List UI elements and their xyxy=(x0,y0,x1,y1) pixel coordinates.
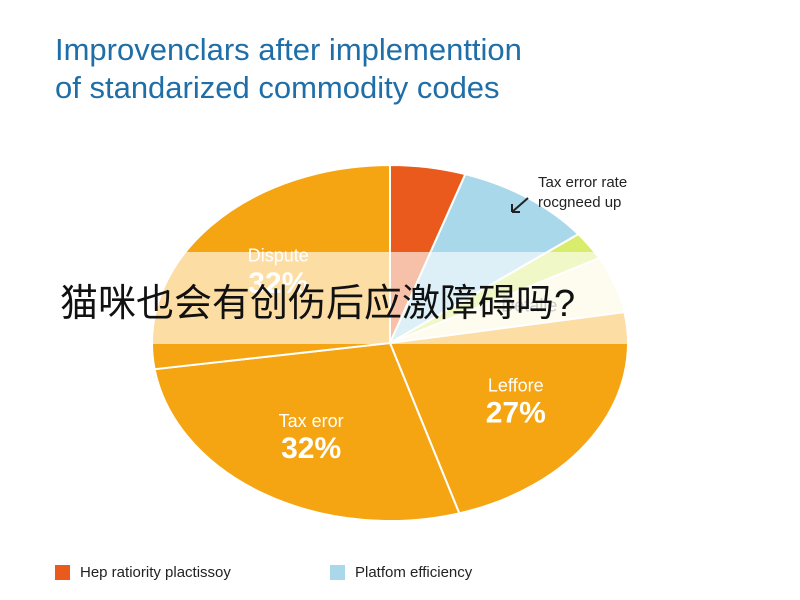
annotation: rocgneed up xyxy=(538,194,621,211)
legend-label: Hep ratiority plactissoy xyxy=(80,564,231,581)
slice-value-label: 32% xyxy=(281,432,341,465)
legend-swatch xyxy=(55,565,70,580)
overlay-text: 猫咪也会有创伤后应激障碍吗? xyxy=(60,283,575,325)
pie-slice xyxy=(153,341,461,522)
legend: Hep ratiority plactissoy Platfom efficien… xyxy=(55,564,473,581)
annotation: Tax error rate xyxy=(538,174,627,191)
slice-label: Tax eror xyxy=(279,411,344,431)
legend-swatch xyxy=(330,565,345,580)
chart-title: of standarized commodity codes xyxy=(55,70,500,105)
slice-label: Leffore xyxy=(488,375,544,395)
legend-label: Platfom efficiency xyxy=(355,564,473,581)
slice-value-label: 27% xyxy=(486,397,546,430)
overlay-band xyxy=(0,252,800,344)
annotation-arrow xyxy=(511,197,529,213)
chart-title: Improvenclars after implementtion xyxy=(55,32,522,67)
